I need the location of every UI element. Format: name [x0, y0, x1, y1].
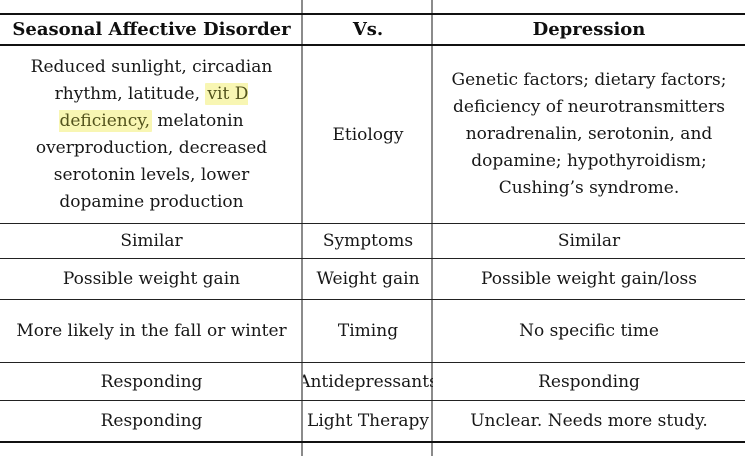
header-sad-column: Seasonal Affective Disorder: [0, 15, 303, 46]
etiology-text-pre: Reduced sunlight, circadian rhythm, lati…: [30, 56, 273, 104]
cell-vs-antidepressants: Antidepressants: [303, 363, 433, 401]
cell-sad-symptoms: Similar: [0, 224, 303, 259]
cell-depression-light-therapy: Unclear. Needs more study.: [433, 401, 745, 443]
cell-depression-antidepressants: Responding: [433, 363, 745, 401]
cell-vs-timing: Timing: [303, 300, 433, 363]
vertical-rule-right: [431, 0, 433, 456]
etiology-text-post: melatonin overproduction, decreased sero…: [35, 110, 268, 212]
header-vs-column: Vs.: [303, 15, 433, 46]
cell-vs-symptoms: Symptoms: [303, 224, 433, 259]
cell-depression-timing: No specific time: [433, 300, 745, 363]
header-depression-column: Depression: [433, 15, 745, 46]
cell-sad-antidepressants: Responding: [0, 363, 303, 401]
cell-sad-etiology: Reduced sunlight, circadian rhythm, lati…: [0, 46, 303, 224]
cell-sad-timing: More likely in the fall or winter: [0, 300, 303, 363]
comparison-table: Seasonal Affective Disorder Vs. Depressi…: [0, 13, 745, 443]
cell-depression-symptoms: Similar: [433, 224, 745, 259]
cell-sad-light-therapy: Responding: [0, 401, 303, 443]
cell-vs-light-therapy: Light Therapy: [303, 401, 433, 443]
cell-vs-weight: Weight gain: [303, 259, 433, 300]
cell-sad-weight: Possible weight gain: [0, 259, 303, 300]
cell-depression-etiology: Genetic factors; dietary factors; defici…: [433, 46, 745, 224]
etiology-text: Reduced sunlight, circadian rhythm, lati…: [9, 54, 294, 216]
cell-vs-etiology: Etiology: [303, 46, 433, 224]
vertical-rule-left: [301, 0, 303, 456]
cell-depression-weight: Possible weight gain/loss: [433, 259, 745, 300]
